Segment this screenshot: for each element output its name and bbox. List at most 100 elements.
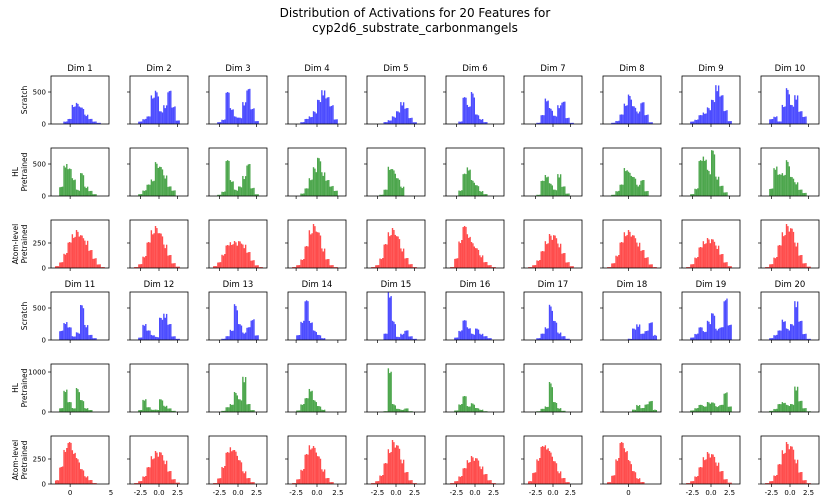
hist-bar <box>160 452 162 484</box>
hist-bar <box>222 255 225 268</box>
hist-bar <box>73 180 75 196</box>
hist-bar <box>650 122 652 124</box>
hist-bar <box>254 194 257 196</box>
hist-bar <box>143 325 146 340</box>
hist-bar <box>135 267 137 268</box>
hist-bar <box>636 478 638 484</box>
hist-bar <box>329 482 331 484</box>
hist-bar <box>165 175 168 196</box>
row-label-3: Scratch <box>20 302 29 331</box>
hist-bar <box>68 327 71 340</box>
hist-bar <box>322 95 324 124</box>
hist-bar <box>765 483 767 484</box>
hist-bar <box>566 262 569 268</box>
hist-bar <box>769 119 771 124</box>
hist-bar <box>650 401 652 412</box>
hist-bar <box>634 409 637 412</box>
hist-bar <box>235 116 237 124</box>
hist-bar <box>487 480 489 484</box>
hist-bar <box>154 226 157 268</box>
hist-bar <box>463 226 466 268</box>
hist-bar <box>619 242 621 268</box>
hist-bar <box>463 396 466 412</box>
hist-bar <box>788 94 790 124</box>
hist-bar <box>236 117 238 124</box>
hist-bar <box>301 404 304 412</box>
hist-bar <box>612 122 614 124</box>
hist-bar <box>770 410 772 412</box>
hist-bar <box>466 406 469 412</box>
hist-bar <box>387 292 390 340</box>
hist-bar <box>335 119 337 124</box>
hist-bar <box>88 335 90 340</box>
hist-bar <box>479 118 481 124</box>
hist-bar <box>785 88 788 124</box>
hist-bar <box>157 337 159 340</box>
hist-bar <box>562 253 565 268</box>
hist-bar <box>398 112 401 124</box>
hist-bar <box>400 409 402 412</box>
hist-bar <box>701 404 703 412</box>
hist-bar <box>790 228 792 268</box>
hist-bar <box>771 264 774 268</box>
row-label-0: Scratch <box>20 86 29 115</box>
hist-bar <box>486 474 488 484</box>
hist-bar <box>566 338 569 340</box>
hist-bar <box>239 460 241 484</box>
hist-bar <box>405 408 408 412</box>
hist-bar <box>702 406 705 412</box>
hist-bar <box>172 479 175 484</box>
hist-bar <box>784 106 786 124</box>
hist-bar <box>70 442 72 484</box>
hist-bar <box>644 115 646 124</box>
hist-bar <box>629 172 631 196</box>
x-tick-label: 0.0 <box>153 489 164 497</box>
hist-bar <box>240 325 243 340</box>
hist-bar <box>709 457 711 484</box>
hist-bar <box>713 154 716 196</box>
hist-bar <box>92 194 94 196</box>
hist-bar <box>715 328 717 340</box>
hist-bar <box>322 251 324 268</box>
hist-bar <box>640 250 642 268</box>
hist-bar <box>253 319 255 340</box>
hist-bar <box>89 410 92 412</box>
hist-bar <box>726 479 728 484</box>
hist-bar <box>225 245 227 268</box>
hist-bar <box>698 327 700 340</box>
hist-bar <box>330 186 333 196</box>
hist-bar <box>543 180 545 196</box>
hist-bar <box>699 327 702 340</box>
hist-bar <box>530 267 533 268</box>
hist-bar <box>411 264 413 268</box>
hist-bar <box>257 265 259 268</box>
hist-bar <box>692 121 695 124</box>
hist-bar <box>143 190 146 196</box>
hist-bar <box>798 189 800 196</box>
hist-bar <box>568 338 570 340</box>
hist-bar <box>329 106 331 124</box>
hist-bar <box>411 480 413 484</box>
hist-bar <box>330 105 333 124</box>
hist-bar <box>163 313 165 340</box>
hist-bar <box>777 330 779 340</box>
hist-bar <box>63 390 65 412</box>
hist-bar <box>569 122 572 124</box>
hist-bar <box>56 266 58 268</box>
hist-bar <box>329 186 331 196</box>
hist-bar <box>611 122 613 124</box>
hist-bar <box>71 104 74 124</box>
hist-bar <box>774 335 777 340</box>
x-tick-label: 2.5 <box>803 489 814 497</box>
row-label-4: HL Pretrained <box>11 368 29 407</box>
hist-bar <box>788 166 790 196</box>
hist-bar <box>776 166 778 196</box>
hist-bar <box>785 404 788 412</box>
hist-bar <box>465 97 467 124</box>
hist-bar <box>142 256 144 268</box>
hist-bar <box>537 338 540 340</box>
hist-bar <box>242 332 244 340</box>
hist-bar <box>691 481 693 484</box>
hist-bar <box>630 236 632 268</box>
hist-bar <box>310 117 312 124</box>
